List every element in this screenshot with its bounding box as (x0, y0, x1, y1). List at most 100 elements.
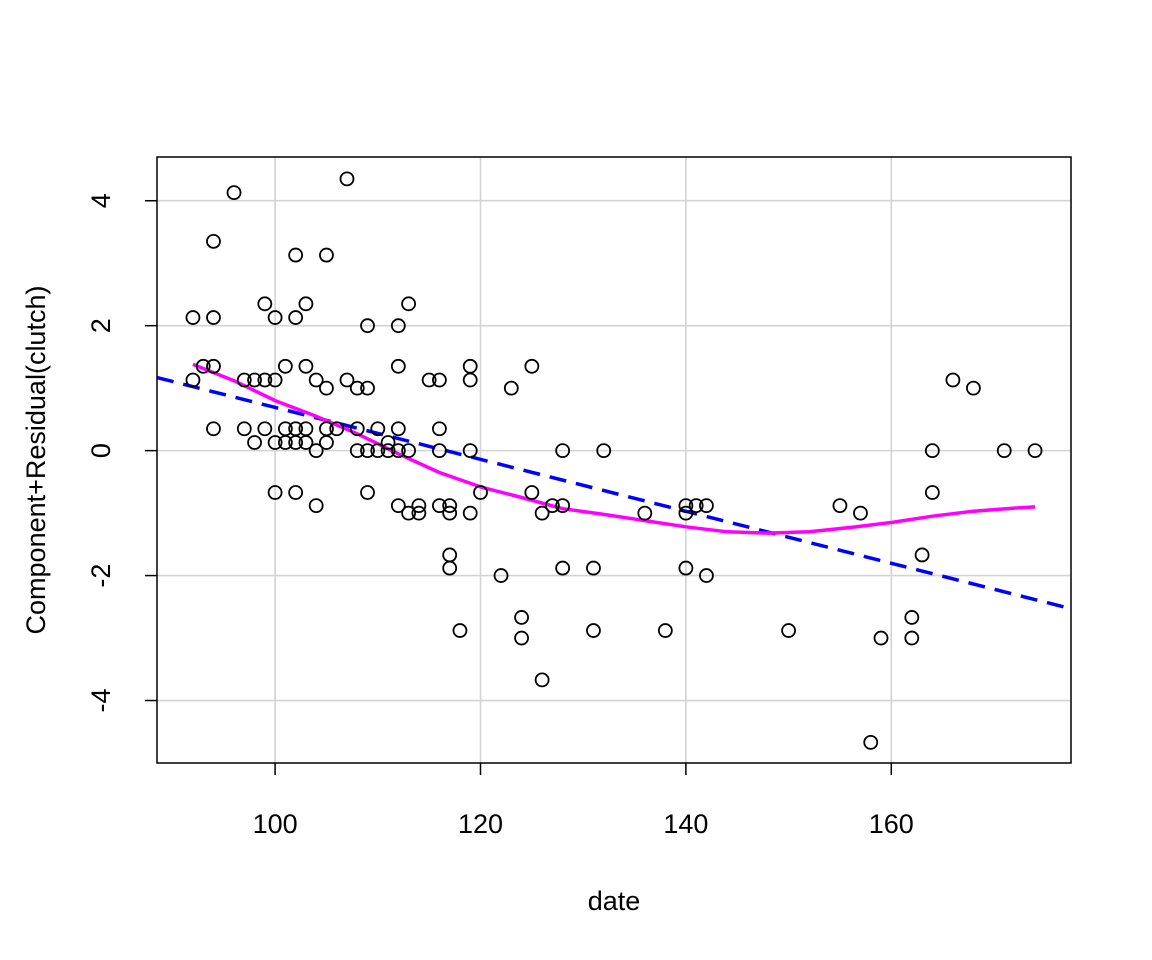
data-point (781, 623, 796, 638)
data-point (832, 498, 848, 514)
data-point (277, 358, 293, 374)
data-point (586, 560, 601, 576)
data-point (257, 421, 273, 437)
data-point (442, 498, 458, 514)
data-point (339, 171, 355, 187)
data-point (247, 435, 262, 450)
data-point (319, 380, 334, 396)
linear-fit-line (157, 375, 1071, 611)
x-tick-label: 160 (869, 809, 914, 839)
data-point (308, 443, 324, 459)
data-point (442, 505, 458, 521)
data-point (524, 485, 540, 500)
data-point (206, 421, 221, 437)
smooth-fit-line (192, 362, 1036, 535)
data-point (390, 358, 406, 374)
data-point (524, 358, 540, 374)
linear-fit-path (157, 375, 1071, 611)
data-point (421, 372, 437, 388)
data-point (360, 318, 375, 334)
data-point (432, 498, 447, 514)
data-point (966, 380, 981, 396)
data-point (534, 672, 550, 688)
data-point (863, 734, 879, 750)
data-point (288, 310, 304, 325)
data-point (462, 443, 478, 459)
data-point (996, 443, 1012, 459)
data-point (370, 421, 386, 437)
data-point (914, 547, 930, 563)
data-point (267, 435, 283, 450)
data-point (319, 435, 334, 450)
x-axis-label: date (588, 886, 641, 916)
data-point (298, 358, 314, 374)
data-point (329, 421, 345, 437)
data-point (904, 610, 920, 625)
data-point (555, 498, 571, 514)
data-point (432, 421, 447, 437)
y-tick-label: -2 (86, 564, 116, 588)
data-point (390, 443, 406, 459)
data-point (247, 372, 262, 388)
data-point (226, 185, 242, 201)
data-point (390, 498, 406, 514)
data-point (873, 630, 889, 646)
data-point (195, 358, 211, 374)
data-point (185, 310, 201, 325)
data-point (432, 443, 447, 459)
data-point (442, 547, 458, 563)
data-point (1027, 443, 1043, 459)
data-point (493, 568, 509, 583)
data-point (257, 296, 273, 312)
data-point (380, 443, 396, 459)
data-point (637, 505, 653, 521)
data-point (555, 560, 571, 576)
data-point (267, 310, 283, 325)
data-point (401, 296, 417, 312)
data-point (699, 568, 714, 583)
data-point (206, 310, 221, 325)
data-point (380, 435, 396, 450)
data-point (288, 435, 304, 450)
data-point (514, 610, 529, 625)
data-point (688, 498, 704, 514)
data-point (390, 318, 406, 334)
data-point (462, 505, 478, 521)
data-point (534, 505, 550, 521)
y-tick-label: 4 (86, 193, 116, 208)
x-tick-label: 100 (253, 809, 298, 839)
data-point (267, 372, 283, 388)
x-tick-label: 120 (458, 809, 503, 839)
data-point (411, 505, 427, 521)
data-point (257, 372, 273, 388)
data-point (462, 372, 478, 388)
y-tick-label: -4 (86, 689, 116, 713)
data-points (185, 171, 1043, 750)
data-point (904, 630, 920, 646)
data-point (206, 358, 221, 374)
data-point (452, 623, 468, 638)
data-point (657, 623, 673, 638)
data-point (206, 233, 221, 249)
data-point (514, 630, 529, 646)
data-point (473, 485, 488, 500)
data-point (370, 443, 386, 459)
data-point (236, 372, 252, 388)
y-axis: -4 -2 0 2 4 (86, 193, 157, 713)
data-point (678, 560, 694, 576)
data-point (555, 443, 571, 459)
data-point (236, 421, 252, 437)
data-point (462, 358, 478, 374)
data-point (339, 372, 355, 388)
data-point (360, 380, 375, 396)
data-point (349, 443, 365, 459)
plot-frame (156, 156, 1072, 764)
data-point (586, 623, 601, 638)
data-point (288, 247, 304, 263)
data-point (596, 443, 612, 459)
data-point (319, 247, 334, 263)
y-tick-label: 0 (86, 443, 116, 458)
data-point (308, 498, 324, 514)
data-point (401, 505, 417, 521)
